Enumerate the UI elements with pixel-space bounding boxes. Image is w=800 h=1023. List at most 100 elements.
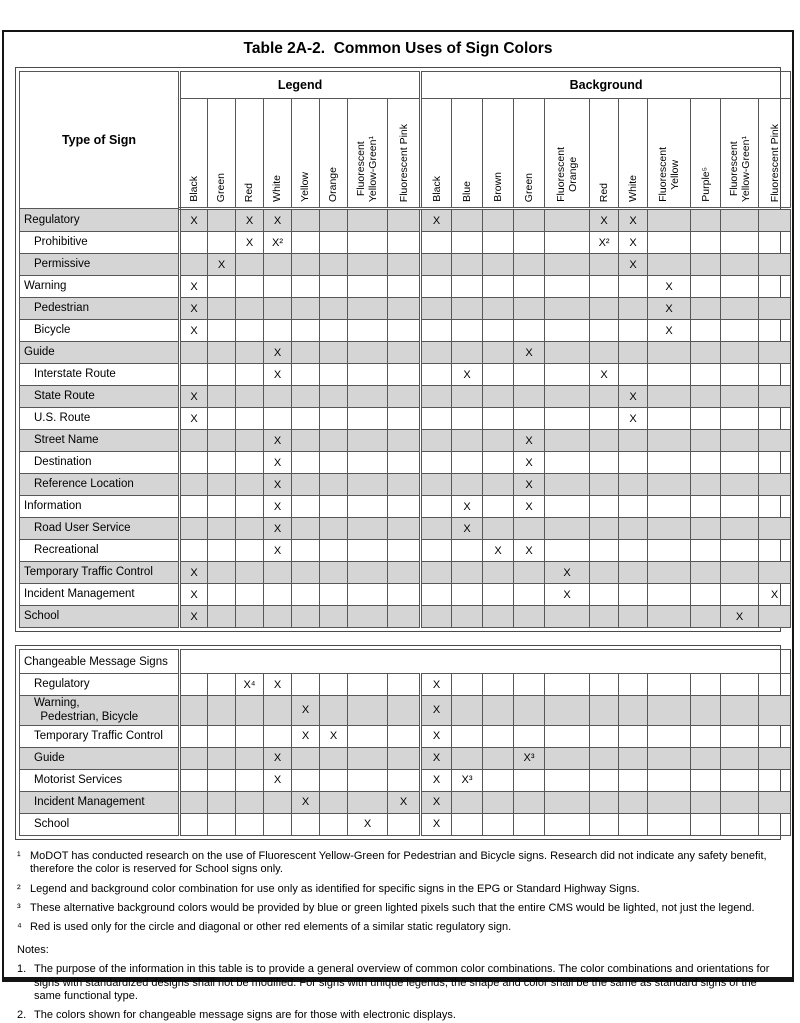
mark-cell [386,385,422,408]
mark-cell [347,517,388,540]
mark-cell [513,231,546,254]
mark-cell [263,605,292,628]
mark-cell [451,407,484,430]
mark-cell [347,605,388,628]
column-header: White [618,98,649,210]
mark-cell [319,673,348,696]
mark-cell [647,451,692,474]
mark-cell [513,297,546,320]
mark-cell [386,495,422,518]
mark-cell [347,429,388,452]
mark-cell [451,673,483,696]
mark-cell [387,746,421,770]
mark-cell [178,790,208,814]
mark-cell [386,539,422,562]
mark-cell [451,812,483,836]
mark-cell [235,724,264,748]
mark-cell: X [263,451,292,474]
mark-cell: X [451,495,484,518]
mark-cell: X [178,605,208,628]
mark-cell [690,768,721,792]
mark-cell: X [513,539,546,562]
sign-type-cell: Interstate Route [19,363,180,386]
mark-cell [263,253,292,276]
mark-cell: X³ [451,768,483,792]
mark-cell [319,385,348,408]
column-header: Black [419,98,453,210]
mark-cell [720,746,759,770]
mark-cell [513,407,546,430]
column-header-label: Red [598,182,611,202]
mark-cell [386,429,422,452]
mark-cell [544,363,591,386]
mark-cell [386,605,422,628]
mark-cell [513,385,546,408]
mark-cell [758,517,792,540]
column-header-label: Brown [492,172,505,202]
sign-type-cell: Prohibitive [19,231,180,254]
mark-cell [758,297,792,320]
mark-cell [235,297,264,320]
mark-cell [720,319,760,342]
mark-cell [757,673,792,696]
column-group-header: Legend [177,71,422,99]
mark-cell [690,451,722,474]
column-header: Green [207,98,236,210]
mark-cell [451,275,484,298]
mark-cell [513,517,546,540]
mark-cell [589,429,620,452]
mark-cell: X [319,724,348,748]
table-row: Prohibitive X X² X² X [19,231,792,254]
mark-cell [647,768,691,792]
sign-colors-table-frame: Type of Sign Legend Background Black Green Re… [15,67,792,632]
sign-type-cell: Regulatory [19,208,180,232]
mark-cell [589,407,620,430]
mark-cell [291,385,320,408]
mark-cell [319,583,348,606]
mark-cell [482,407,515,430]
column-header-label: Fluorescent Orange [555,147,580,202]
mark-cell [319,539,348,562]
mark-cell [482,363,515,386]
sign-type-cell: School [19,812,180,836]
note-marker: 1. [17,963,27,976]
mark-cell [544,231,591,254]
mark-cell: X [178,275,208,298]
mark-cell [263,695,292,726]
mark-cell [347,473,388,496]
mark-cell [235,275,264,298]
footnote-marker: ³ [17,901,21,914]
mark-cell [618,297,649,320]
mark-cell [319,451,348,474]
mark-cell [690,319,722,342]
mark-cell [690,231,722,254]
mark-cell [347,385,388,408]
mark-cell [513,319,546,342]
mark-cell [513,673,545,696]
mark-cell [544,539,591,562]
mark-cell [386,517,422,540]
mark-cell [291,319,320,342]
mark-cell [647,561,692,584]
mark-cell [544,673,590,696]
note-item: 2. The colors shown for changeable messag… [17,1009,779,1022]
sign-type-cell: Incident Management [19,790,180,814]
mark-cell [451,695,483,726]
column-header: Red [235,98,264,210]
mark-cell [513,253,546,276]
mark-cell [757,746,792,770]
mark-cell [291,363,320,386]
cms-header-row: Changeable Message Signs [19,649,791,674]
mark-cell [758,319,792,342]
footnote: ³ These alternative background colors wou… [17,902,779,915]
mark-cell [347,231,388,254]
table-row: Regulatory X⁴ X X [19,673,792,696]
mark-cell [347,341,388,364]
mark-cell [647,673,691,696]
table-row: Warning, Pedestrian, Bicycle X X [19,695,792,726]
mark-cell [319,297,348,320]
column-header: Black [178,98,208,210]
mark-cell [758,341,792,364]
mark-cell [347,561,388,584]
mark-cell [319,231,348,254]
